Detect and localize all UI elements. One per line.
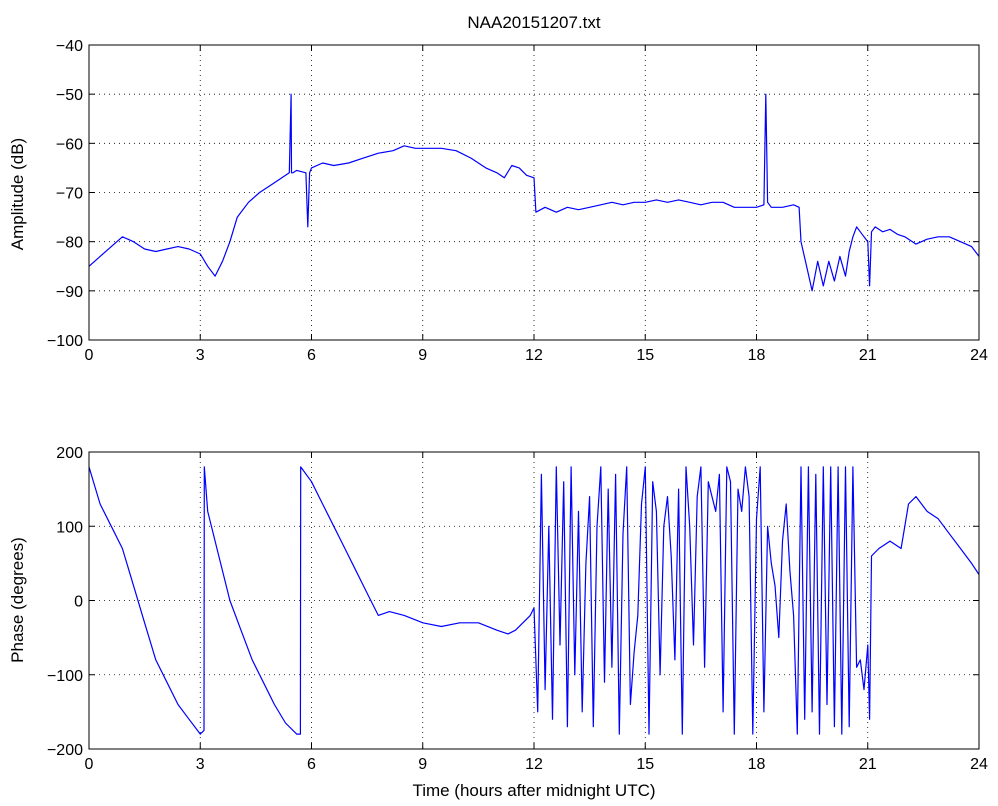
- phase-x-tick-label: 3: [196, 756, 205, 773]
- amplitude-chart-title: NAA20151207.txt: [467, 13, 601, 32]
- amplitude-x-tick-label: 12: [525, 347, 543, 364]
- phase-y-tick-label: 200: [56, 445, 83, 462]
- phase-x-tick-label: 9: [418, 756, 427, 773]
- amplitude-x-tick-label: 24: [970, 347, 988, 364]
- phase-y-tick-label: −200: [47, 742, 83, 759]
- phase-y-tick-label: 100: [56, 519, 83, 536]
- amplitude-y-tick-label: −100: [47, 333, 83, 350]
- amplitude-y-tick-label: −60: [56, 136, 83, 153]
- phase-x-tick-label: 0: [85, 756, 94, 773]
- amplitude-y-axis-label: Amplitude (dB): [8, 138, 27, 250]
- phase-x-tick-label: 6: [307, 756, 316, 773]
- amplitude-x-tick-label: 21: [859, 347, 877, 364]
- amplitude-x-tick-label: 0: [85, 347, 94, 364]
- amplitude-y-tick-label: −70: [56, 186, 83, 203]
- amplitude-x-tick-label: 6: [307, 347, 316, 364]
- phase-x-tick-label: 18: [748, 756, 766, 773]
- amplitude-y-tick-label: −80: [56, 235, 83, 252]
- phase-series-line: [88, 466, 980, 735]
- phase-x-tick-label: 21: [859, 756, 877, 773]
- amplitude-y-tick-label: −40: [56, 38, 83, 55]
- amplitude-chart: 0 3 6 9 12 15 18 21 24 −100 −90 −80 −70 −60 −50 −40 Amp…: [8, 38, 988, 364]
- phase-y-tick-label: −100: [47, 668, 83, 685]
- amplitude-y-tick-label: −50: [56, 87, 83, 104]
- phase-x-tick-label: 24: [970, 756, 988, 773]
- amplitude-series-line: [88, 93, 980, 292]
- amplitude-plot-area: 0 3 6 9 12 15 18 21 24 −100 −90 −80 −70 −60 −50 −40: [47, 38, 988, 364]
- phase-chart: 0 3 6 9 12 15 18 21 24 −200 −100 0 100 200 Phase (deg…: [8, 445, 988, 800]
- amplitude-x-tick-label: 3: [196, 347, 205, 364]
- phase-x-tick-label: 15: [636, 756, 654, 773]
- phase-x-axis-label: Time (hours after midnight UTC): [412, 781, 655, 800]
- phase-x-tick-label: 12: [525, 756, 543, 773]
- amplitude-y-tick-label: −90: [56, 284, 83, 301]
- phase-y-tick-label: 0: [74, 594, 83, 611]
- amplitude-x-tick-label: 9: [418, 347, 427, 364]
- amplitude-x-tick-label: 18: [748, 347, 766, 364]
- phase-y-axis-label: Phase (degrees): [8, 537, 27, 663]
- amplitude-x-tick-label: 15: [636, 347, 654, 364]
- phase-plot-area: 0 3 6 9 12 15 18 21 24 −200 −100 0 100 200: [47, 445, 988, 773]
